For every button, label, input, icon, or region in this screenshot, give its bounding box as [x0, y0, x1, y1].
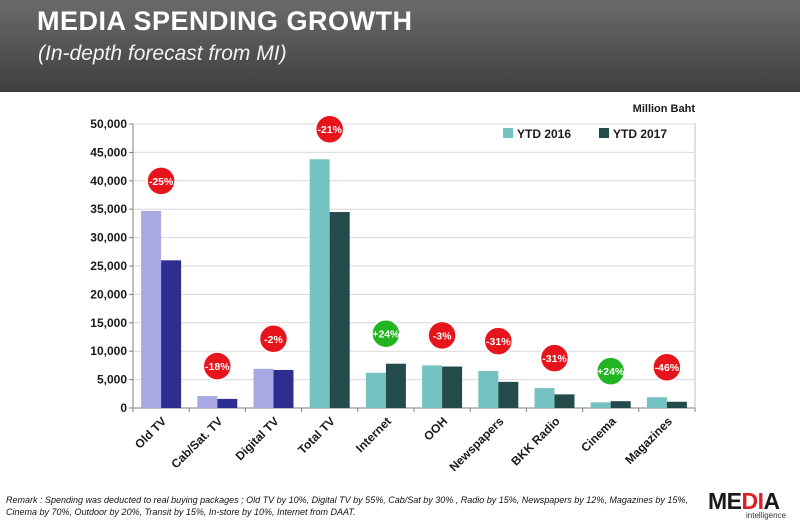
bar-ytd-2016: [534, 388, 555, 408]
x-tick-label: Total TV: [295, 414, 338, 457]
y-tick-label: 40,000: [90, 174, 127, 188]
x-tick-label: BKK Radio: [508, 414, 562, 468]
growth-label: -25%: [149, 176, 174, 188]
y-tick-label: 10,000: [90, 344, 127, 358]
growth-badge: [595, 356, 626, 386]
growth-badge: [652, 352, 682, 382]
growth-badge: [146, 166, 176, 196]
bar-ytd-2016: [253, 368, 274, 408]
y-tick-label: 0: [120, 401, 127, 415]
bar-ytd-2016: [365, 372, 386, 408]
y-tick-label: 35,000: [90, 202, 127, 216]
y-tick-label: 45,000: [90, 145, 127, 159]
y-tick-label: 30,000: [90, 231, 127, 245]
x-tick-label: OOH: [421, 414, 450, 443]
growth-badge: [483, 326, 514, 356]
legend-label-2017: YTD 2017: [613, 127, 667, 141]
bar-ytd-2017: [554, 394, 575, 408]
y-tick-label: 50,000: [90, 117, 127, 131]
page-title: MEDIA SPENDING GROWTH: [37, 6, 413, 36]
bar-ytd-2017: [273, 369, 294, 408]
logo-letter: A: [763, 488, 781, 514]
growth-badge: [371, 318, 401, 349]
bar-ytd-2017: [666, 401, 687, 408]
growth-label: -46%: [655, 362, 680, 374]
logo-letter: D: [741, 488, 759, 514]
logo-letter: I: [757, 488, 764, 514]
remark-note: Remark : Spending was deducted to real b…: [6, 495, 688, 517]
legend-swatch-2016: [503, 128, 513, 138]
bar-ytd-2017: [498, 381, 519, 408]
bar-ytd-2016: [590, 402, 611, 408]
legend-swatch-2017: [599, 128, 609, 138]
y-tick-label: 20,000: [90, 287, 127, 301]
logo-letter: E: [726, 488, 742, 514]
logo-subtitle: intelligence: [746, 511, 787, 520]
bar-ytd-2017: [610, 401, 631, 408]
y-tick-label: 15,000: [90, 316, 127, 330]
page-subtitle: (In-depth forecast from MI): [38, 42, 287, 65]
logo-word: MEDIA: [708, 488, 780, 515]
x-tick-label: Magazines: [622, 414, 675, 467]
chart-panel: 0 5,000 10,000 15,000 20,000 25,000 30,000 35,0…: [0, 92, 800, 488]
growth-label: +24%: [597, 366, 625, 378]
bar-ytd-2016: [646, 397, 667, 408]
bar-ytd-2016: [141, 210, 162, 408]
x-tick-label: Internet: [353, 414, 394, 455]
y-tick-label: 5,000: [97, 373, 127, 387]
media-intelligence-logo: MEDIA intelligence: [708, 488, 796, 520]
growth-badge: [202, 351, 233, 381]
bar-ytd-2017: [217, 398, 238, 408]
legend-label-2016: YTD 2016: [517, 127, 571, 141]
x-tick-label: Old TV: [132, 414, 169, 451]
growth-label: -18%: [205, 361, 230, 373]
growth-badge: [314, 114, 345, 144]
title-banner: MEDIA SPENDING GROWTH (In-depth forecast…: [0, 0, 800, 92]
growth-badge: [258, 324, 289, 354]
bar-ytd-2016: [197, 396, 218, 408]
unit-label: Million Baht: [633, 103, 696, 115]
growth-badge: [539, 343, 570, 373]
growth-label: -2%: [264, 334, 283, 346]
growth-label: -21%: [317, 124, 342, 136]
bar-ytd-2016: [422, 365, 443, 408]
bar-ytd-2016: [478, 371, 499, 408]
bar-ytd-2016: [309, 159, 330, 408]
x-tick-label: Cinema: [578, 414, 619, 455]
growth-label: -31%: [486, 336, 511, 348]
y-tick-label: 25,000: [90, 259, 127, 273]
bar-ytd-2017: [329, 212, 350, 408]
bar-ytd-2017: [442, 366, 463, 408]
bar-ytd-2017: [385, 363, 406, 408]
x-tick-label: Cab/Sat. TV: [168, 414, 225, 471]
x-tick-label: Digital TV: [233, 414, 282, 463]
bar-chart: 0 5,000 10,000 15,000 20,000 25,000 30,000 35,0…: [90, 103, 696, 474]
logo-letter: M: [708, 488, 727, 514]
growth-badge: [427, 320, 457, 351]
growth-label: -3%: [433, 330, 452, 342]
growth-label: +24%: [372, 329, 400, 341]
x-tick-label: Newspapers: [447, 414, 507, 474]
bar-ytd-2017: [161, 260, 182, 408]
growth-label: -31%: [542, 353, 567, 365]
